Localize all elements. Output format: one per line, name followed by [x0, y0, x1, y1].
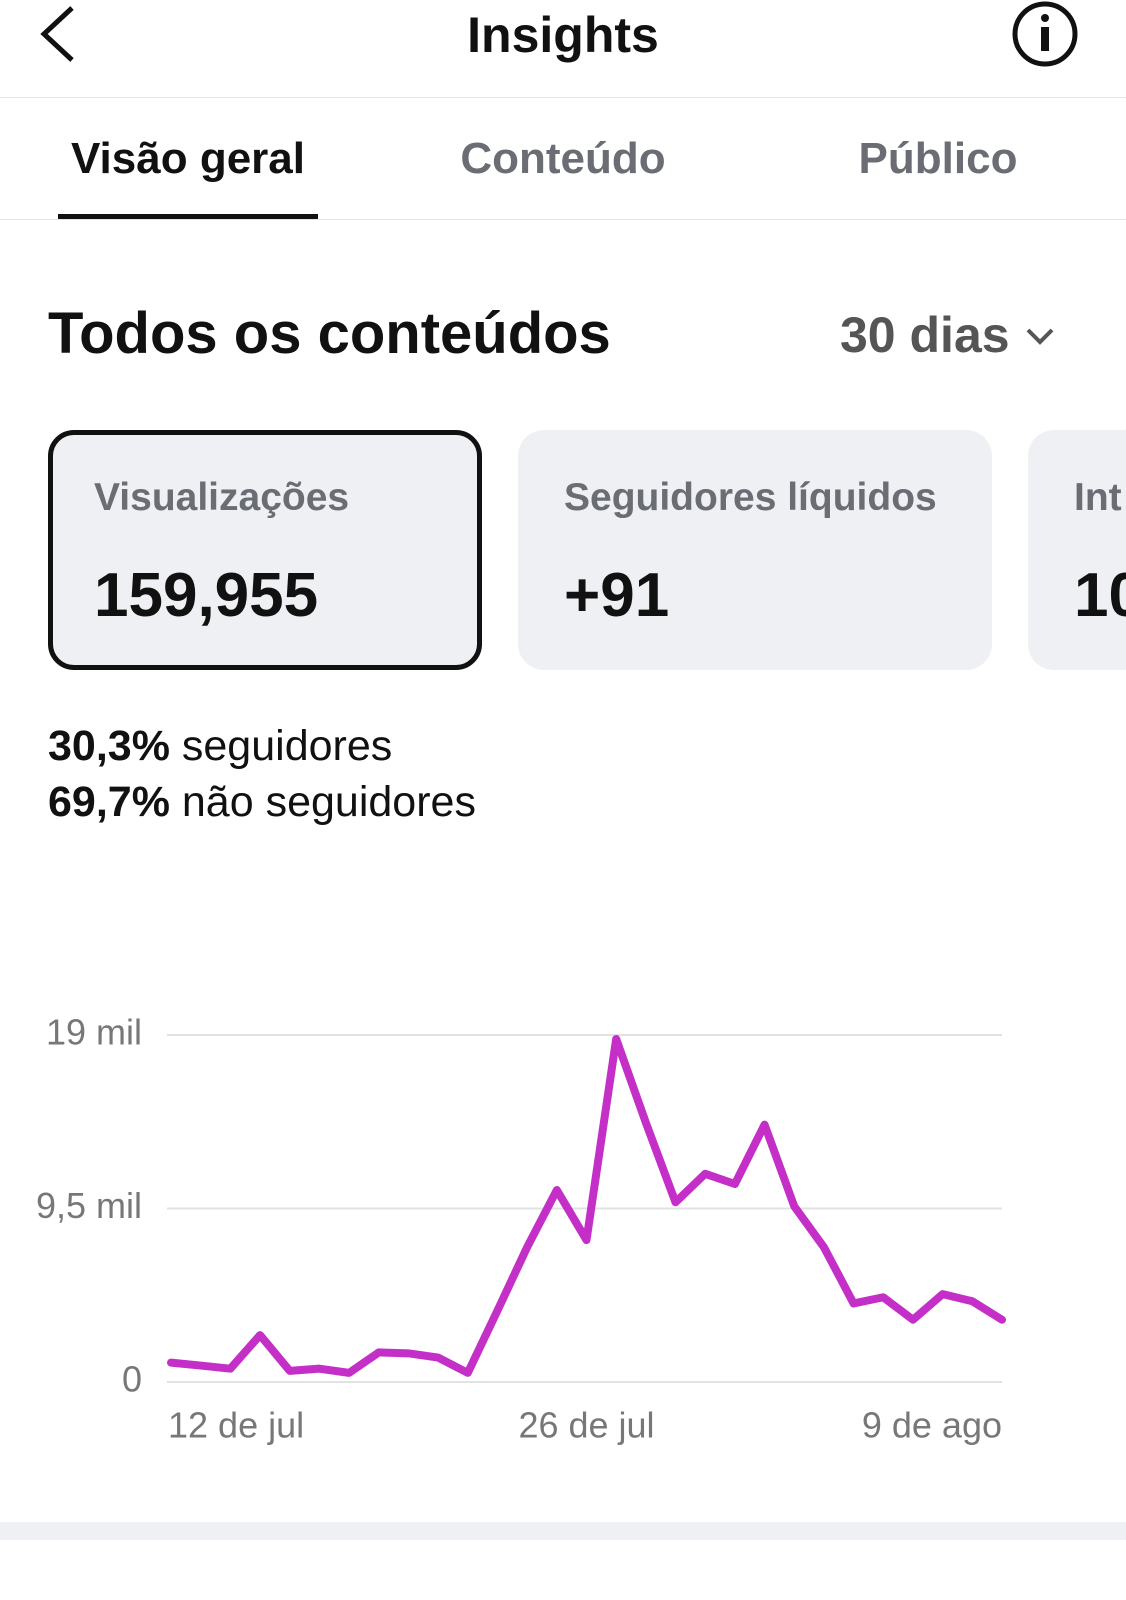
x-tick-label: 26 de jul — [518, 1405, 654, 1446]
percent: 30,3% — [48, 722, 170, 770]
x-tick-label: 9 de ago — [862, 1405, 1002, 1446]
line — [167, 1035, 1006, 1377]
divider — [0, 1522, 1126, 1540]
breakdown-label: seguidores — [181, 722, 393, 770]
card-label: Int — [1074, 476, 1122, 519]
metric-card[interactable]: Visualizações 159,955 — [48, 430, 482, 670]
x-tick-label: 12 de jul — [168, 1405, 304, 1446]
metric-card[interactable]: Int 10 — [1028, 430, 1126, 670]
card-label: Visualizações — [94, 476, 350, 519]
metric-card[interactable]: Seguidores líquidos +91 — [518, 430, 992, 670]
info-button[interactable] — [1010, 0, 1080, 70]
chart: 0 9,5 mil 19 mil 12 de jul 26 de jul 9 de ago — [36, 1012, 1006, 1446]
divider — [0, 219, 1126, 220]
tab-indicator — [58, 214, 318, 219]
section-title: Todos os conteúdos — [48, 301, 611, 366]
percent: 69,7% — [48, 778, 170, 826]
breakdown-row: 30,3% seguidores — [48, 722, 392, 771]
y-tick-label: 0 — [122, 1359, 142, 1400]
page-title: Insights — [467, 7, 659, 63]
chevron — [1026, 328, 1053, 345]
y-tick-label: 19 mil — [46, 1012, 142, 1053]
back-button[interactable] — [30, 0, 90, 80]
y-tick-label: 9,5 mil — [36, 1185, 142, 1226]
breakdown-row: 69,7% não seguidores — [48, 778, 476, 827]
card-value: 10 — [1074, 561, 1126, 630]
card-value: 159,955 — [94, 561, 319, 630]
tab[interactable]: Público — [858, 134, 1018, 183]
period-label: 30 dias — [840, 307, 1010, 363]
tab[interactable]: Conteúdo — [460, 134, 666, 183]
breakdown-label: não seguidores — [181, 778, 476, 826]
divider — [0, 97, 1126, 98]
period-selector[interactable]: 30 dias — [840, 306, 1058, 364]
card-label: Seguidores líquidos — [564, 476, 937, 519]
card-value: +91 — [564, 561, 670, 630]
tab[interactable]: Visão geral — [71, 134, 305, 183]
